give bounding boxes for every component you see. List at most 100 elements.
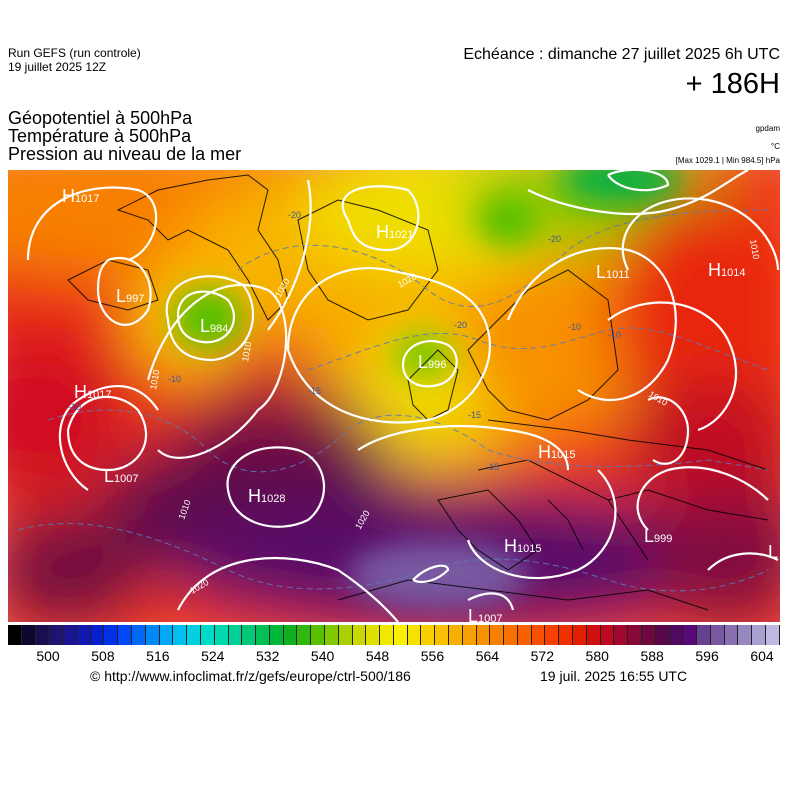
- colorbar-ticks: 500 508 516 524 532 540 548 556 564 572 580 588 596 6…: [8, 648, 780, 666]
- map-titles: Géopotentiel à 500hPa Température à 500h…: [8, 109, 241, 163]
- colorbar-swatch: [338, 625, 353, 645]
- low-label: L: [768, 542, 778, 562]
- colorbar-swatch: [476, 625, 491, 645]
- colorbar-swatch: [145, 625, 160, 645]
- generated-time: 19 juil. 2025 16:55 UTC: [540, 668, 688, 684]
- forecast-lead-time: + 186H: [685, 68, 780, 100]
- colorbar-swatch: [35, 625, 50, 645]
- run-date: 19 juillet 2025 12Z: [8, 60, 107, 74]
- isotherm-label: -10: [568, 322, 581, 332]
- colorbar-swatch: [697, 625, 711, 645]
- high-label: H1017: [62, 186, 99, 206]
- colorbar-swatch: [752, 625, 766, 645]
- isobar-label: 1010: [240, 341, 253, 362]
- isotherm-label: -15: [468, 410, 481, 420]
- isotherm-label: -15: [486, 462, 499, 472]
- colorbar-swatch: [118, 625, 133, 645]
- colorbar-swatch: [517, 625, 532, 645]
- colorbar-tick-label: 540: [310, 648, 335, 664]
- high-label: H1028: [248, 486, 285, 506]
- colorbar-swatch: [90, 625, 105, 645]
- colorbar-swatch: [324, 625, 339, 645]
- run-info: Run GEFS (run controle) 19 juillet 2025 …: [8, 46, 141, 74]
- low-label: L999: [644, 526, 672, 546]
- colorbar-swatch: [228, 625, 243, 645]
- colorbar-swatch: [655, 625, 670, 645]
- colorbar-swatch: [573, 625, 587, 645]
- colorbar-swatch: [710, 625, 725, 645]
- isotherm-label: -10: [68, 402, 81, 412]
- colorbar-tick-label: 532: [256, 648, 280, 664]
- colorbar-swatch: [76, 625, 91, 645]
- weather-map[interactable]: L997 L984 L1007 L996 L1011 L999 L1007 L …: [8, 170, 780, 622]
- low-label: L984: [200, 316, 228, 336]
- colorbar-tick-label: 580: [585, 648, 609, 664]
- colorbar-swatch: [269, 625, 284, 645]
- title-geopotential: Géopotentiel à 500hPa: [8, 108, 193, 128]
- colorbar-swatch: [504, 625, 518, 645]
- colorbar-swatch: [200, 625, 215, 645]
- colorbar-swatch: [366, 625, 381, 645]
- isotherm-label: -15: [308, 386, 321, 396]
- colorbar-swatch: [724, 625, 739, 645]
- colorbar-swatch: [683, 625, 698, 645]
- colorbar-swatch: [449, 625, 463, 645]
- colorbar-swatch: [297, 625, 312, 645]
- title-temperature: Température à 500hPa: [8, 126, 192, 146]
- colorbar-swatch: [214, 625, 229, 645]
- colorbar-swatch: [63, 625, 77, 645]
- isotherm-value-labels: -20 -20 -20 -15 -10 -10 -10 -15 -10 -15: [68, 210, 621, 472]
- unit-geopotential: gpdam: [755, 124, 780, 133]
- colorbar-tick-label: 524: [201, 648, 225, 664]
- low-label: L1011: [596, 262, 630, 282]
- colorbar-swatch: [738, 625, 753, 645]
- colorbar-swatch: [614, 625, 629, 645]
- title-pressure: Pression au niveau de la mer: [8, 144, 242, 164]
- low-label: L1007: [104, 466, 139, 486]
- run-model: Run GEFS (run controle): [8, 46, 141, 60]
- isotherm-label: -20: [454, 320, 467, 330]
- colorbar-tick-label: 564: [475, 648, 500, 664]
- colorbar-swatch: [49, 625, 64, 645]
- colorbar-tick-label: 556: [420, 648, 445, 664]
- colorbar-tick-label: 508: [91, 648, 115, 664]
- isobar-label: 1010: [748, 239, 761, 260]
- unit-temperature: °C: [771, 142, 780, 151]
- colorbar-tick-label: 516: [146, 648, 170, 664]
- colorbar-tick-label: 572: [530, 648, 554, 664]
- colorbar-tick-label: 548: [365, 648, 390, 664]
- colorbar-tick-label: 500: [36, 648, 60, 664]
- colorbar-swatch: [187, 625, 201, 645]
- high-pressure-labels: H1017 H1017 H1028 H1021 H1014 H1015 H101…: [62, 186, 745, 556]
- colorbar-swatch: [8, 625, 22, 645]
- colorbar-swatch: [256, 625, 270, 645]
- isobar-label: 1010: [148, 369, 161, 390]
- isotherm-label: -10: [168, 374, 181, 384]
- colorbar-swatch: [352, 625, 367, 645]
- colorbar-swatch: [283, 625, 298, 645]
- colorbar-swatch: [159, 625, 174, 645]
- source-credit: © http://www.infoclimat.fr/z/gefs/europe…: [90, 668, 411, 684]
- colorbar-swatch: [669, 625, 684, 645]
- colorbar-swatch: [641, 625, 656, 645]
- colorbar-tick-label: 588: [640, 648, 664, 664]
- low-pressure-labels: L997 L984 L1007 L996 L1011 L999 L1007 L: [104, 262, 778, 622]
- high-label: H1014: [708, 260, 745, 280]
- colorbar-swatch: [393, 625, 408, 645]
- high-label: H1021: [376, 222, 413, 242]
- isobars: [26, 170, 780, 622]
- colorbar-tick-label: 596: [695, 648, 719, 664]
- colorbar: [8, 625, 780, 645]
- colorbar-swatch: [407, 625, 422, 645]
- colorbar-swatch: [311, 625, 325, 645]
- colorbar-swatch: [21, 625, 36, 645]
- colorbar-swatch: [490, 625, 505, 645]
- colorbar-swatch: [173, 625, 188, 645]
- colorbar-swatch: [104, 625, 119, 645]
- high-label: H1015: [538, 442, 575, 462]
- colorbar-swatch: [765, 625, 780, 645]
- colorbar-swatch: [600, 625, 615, 645]
- colorbar-swatch: [132, 625, 146, 645]
- high-label: H1015: [504, 536, 541, 556]
- colorbar-swatch: [545, 625, 560, 645]
